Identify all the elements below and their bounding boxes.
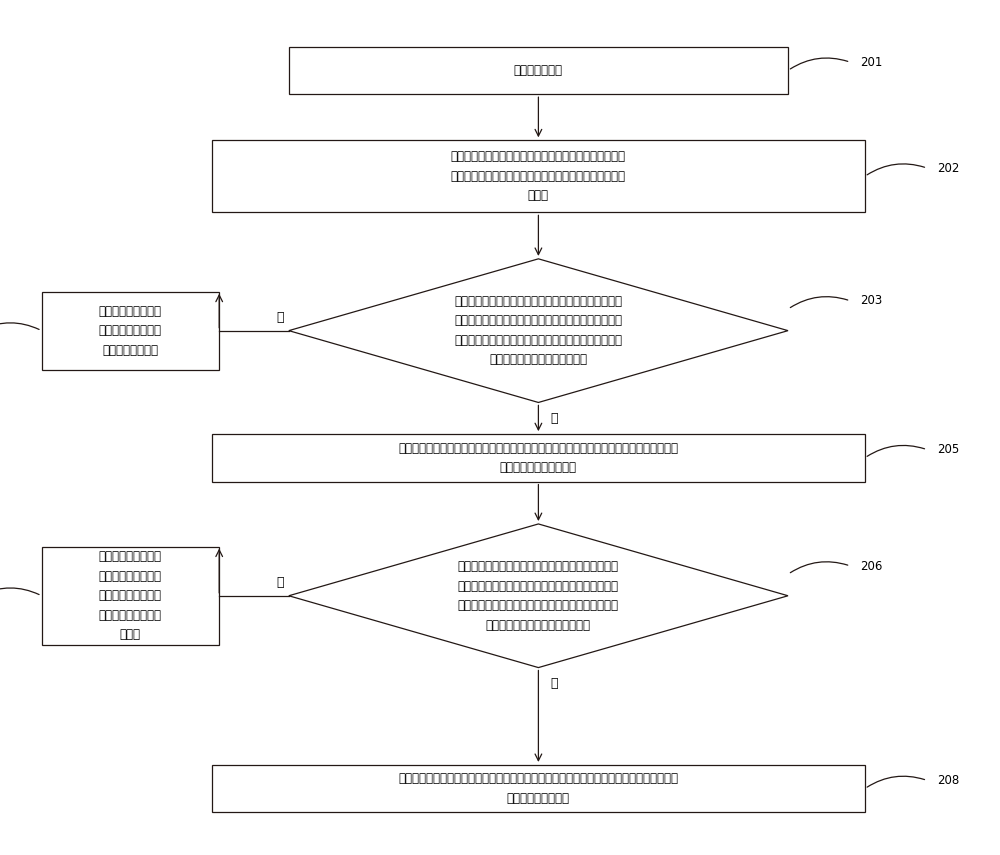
Text: 是: 是 <box>550 412 557 425</box>
FancyBboxPatch shape <box>289 47 788 94</box>
Text: 至少两辆车编队: 至少两辆车编队 <box>514 64 563 77</box>
Text: 206: 206 <box>860 559 882 573</box>
Text: 205: 205 <box>937 443 959 457</box>
FancyBboxPatch shape <box>212 140 865 212</box>
Text: 该辆跟车自动跟随车
队中位于其前方且与
之相邻的车辆行驶: 该辆跟车自动跟随车 队中位于其前方且与 之相邻的车辆行驶 <box>99 304 162 357</box>
Text: 车队中位于汇入车辆后方的第一辆跟车自动变道超过汇入车辆后，跟随车队中位于其前方且
与之相邻的车辆行驶: 车队中位于汇入车辆后方的第一辆跟车自动变道超过汇入车辆后，跟随车队中位于其前方且… <box>398 772 678 805</box>
Text: 208: 208 <box>937 774 959 787</box>
FancyBboxPatch shape <box>42 546 219 645</box>
Text: 201: 201 <box>860 56 882 68</box>
Text: 每辆跟车获取其与车队中位于其前方且与之相邻的车辆的
纵向车距，并获取其与位于其前方且与之相邻的车辆的纵
向车距: 每辆跟车获取其与车队中位于其前方且与之相邻的车辆的 纵向车距，并获取其与位于其前… <box>451 150 626 203</box>
Text: 否: 否 <box>276 311 284 324</box>
Text: 车队中位于汇入车辆后方的第一辆跟车获取汇入车辆与车队中位于汇入车辆前方且与汇入车
辆相邻的车辆的纵向车距: 车队中位于汇入车辆后方的第一辆跟车获取汇入车辆与车队中位于汇入车辆前方且与汇入车… <box>398 442 678 475</box>
Text: 203: 203 <box>860 294 882 308</box>
Text: 每辆跟车根据其与车队中位于其前方且与之相邻的车辆
的纵向车距及其与位于其前方且与之相邻的车辆的纵向
车距的差，判断是否有车辆由其与车队中位于其前方且
与之相邻的: 每辆跟车根据其与车队中位于其前方且与之相邻的车辆 的纵向车距及其与位于其前方且与… <box>454 295 622 367</box>
Text: 202: 202 <box>937 162 959 174</box>
Text: 车队中位于汇入车辆后方的第一辆跟车根据比较汇入
车辆与车队中位于其前方且与之相邻的车辆的纵向车
距与两倍目标车距的大小，判断车队中位于汇入车辆
后方的第一辆跟车: 车队中位于汇入车辆后方的第一辆跟车根据比较汇入 车辆与车队中位于其前方且与之相邻… <box>458 560 619 632</box>
Polygon shape <box>289 259 788 403</box>
Polygon shape <box>289 524 788 668</box>
Text: 车队中位于汇入车辆
后方的第一辆跟车自
动跟随车队中位于其
前方且与之相邻的车
辆行驶: 车队中位于汇入车辆 后方的第一辆跟车自 动跟随车队中位于其 前方且与之相邻的车 … <box>99 551 162 641</box>
FancyBboxPatch shape <box>42 292 219 369</box>
Text: 是: 是 <box>550 677 557 691</box>
Text: 否: 否 <box>276 576 284 589</box>
FancyBboxPatch shape <box>212 434 865 481</box>
FancyBboxPatch shape <box>212 765 865 812</box>
